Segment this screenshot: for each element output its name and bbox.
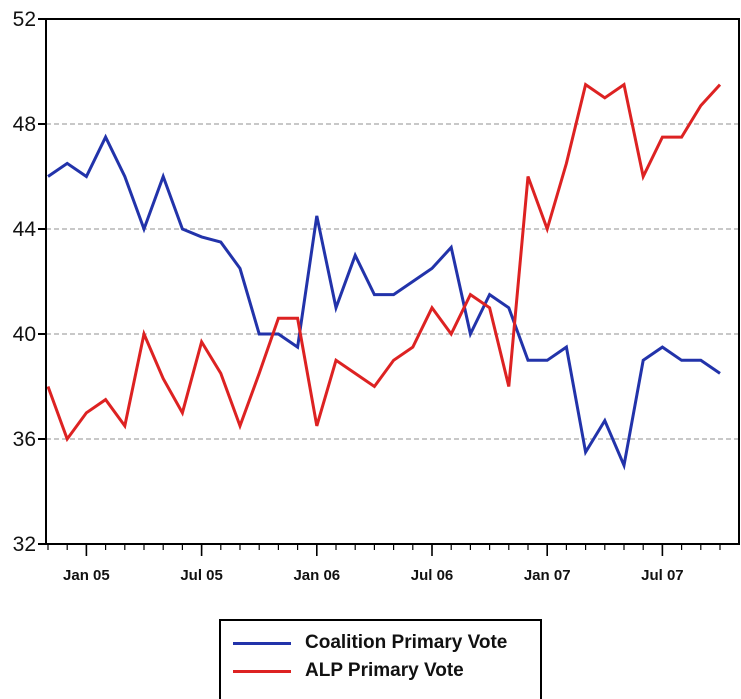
legend-item-coalition: Coalition Primary Vote: [233, 631, 507, 655]
x-axis: Jan 05 Jul 05 Jan 06 Jul 06 Jan 07 Jul 07: [47, 544, 721, 584]
plot-frame: [45, 18, 740, 545]
legend-swatch-coalition: [233, 641, 291, 645]
legend-swatch-alp: [233, 669, 291, 673]
legend-item-alp: ALP Primary Vote: [233, 659, 464, 683]
legend-label-alp: ALP Primary Vote: [305, 660, 464, 681]
series-line-coalition: [47, 133, 721, 471]
series-line-alp: [46, 82, 722, 443]
x-tick-label: Jul 05: [180, 567, 223, 584]
y-axis: 32 36 40 44 48 52: [13, 8, 46, 556]
y-tick-label: 48: [13, 113, 36, 136]
x-tick-label: Jan 07: [524, 567, 571, 584]
series-lines: [46, 82, 722, 471]
y-tick-label: 32: [13, 533, 36, 556]
legend-label-coalition: Coalition Primary Vote: [305, 632, 508, 653]
y-tick-label: 44: [13, 218, 37, 241]
y-tick-label: 40: [13, 323, 36, 346]
x-tick-label: Jan 05: [63, 567, 110, 584]
x-tick-label: Jul 07: [641, 567, 684, 584]
x-tick-label: Jul 06: [411, 567, 454, 584]
legend: Coalition Primary Vote ALP Primary Vote: [219, 619, 542, 699]
y-tick-label: 36: [13, 428, 36, 451]
y-tick-label: 52: [13, 8, 36, 31]
gridlines: [46, 123, 739, 440]
x-tick-label: Jan 06: [293, 567, 340, 584]
